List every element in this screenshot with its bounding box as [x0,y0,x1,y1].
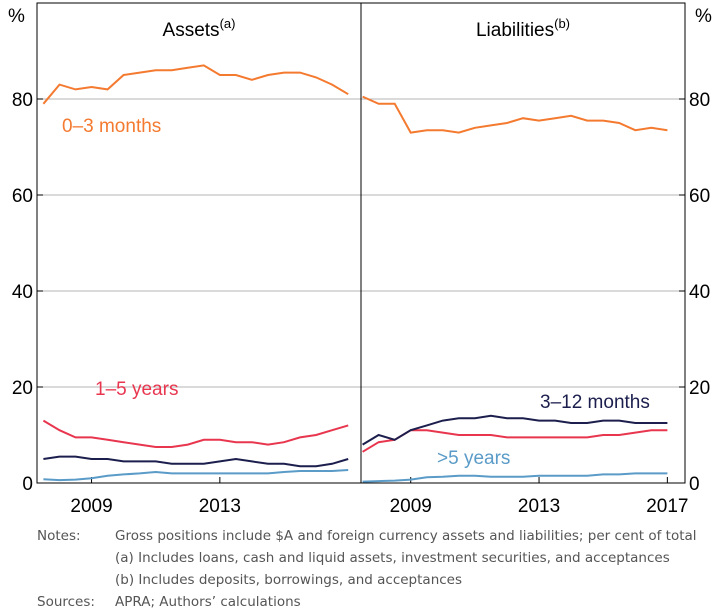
series-line [362,429,668,453]
series-line [42,64,349,105]
x-tick-label: 2009 [390,496,432,517]
sources-text: APRA; Authors’ calculations [115,594,301,610]
series-line [362,472,668,483]
panel-title: Liabilities(b) [476,16,570,41]
y-axis-label: % [8,6,25,27]
series-line [362,95,668,134]
note-line: (a) Includes loans, cash and liquid asse… [115,550,670,566]
y-tick-label: 0 [22,474,33,495]
title-superscript: (a) [220,16,236,31]
sources-label: Sources: [37,594,95,610]
y-tick-label: 60 [689,186,710,207]
series-label: 0–3 months [62,116,161,137]
y-axis-label: % [695,6,712,27]
y-tick-label: 20 [689,378,710,399]
series-label: >5 years [437,448,510,469]
series-line [42,419,349,448]
y-tick-label: 80 [689,90,710,111]
panel-title: Assets(a) [163,16,236,41]
series-line [43,455,349,468]
note-line: (b) Includes deposits, borrowings, and a… [115,572,462,588]
series-label: 1–5 years [95,379,178,400]
x-tick-label: 2013 [518,496,560,517]
x-tick-label: 2017 [646,496,688,517]
y-tick-label: 60 [12,186,33,207]
title-text: Liabilities [476,20,554,41]
x-tick-label: 2013 [199,496,241,517]
y-tick-label: 80 [12,90,33,111]
y-tick-label: 40 [689,282,710,303]
notes-label: Notes: [37,528,81,544]
y-tick-label: 20 [12,378,33,399]
x-tick-label: 2009 [70,496,112,517]
series-label: 3–12 months [540,392,650,413]
title-text: Assets [163,20,220,41]
y-tick-label: 0 [689,474,700,495]
series-line [43,469,349,482]
series-line [362,414,668,446]
note-line: Gross positions include $A and foreign c… [115,528,697,544]
title-superscript: (b) [554,16,570,31]
y-tick-label: 40 [12,282,33,303]
